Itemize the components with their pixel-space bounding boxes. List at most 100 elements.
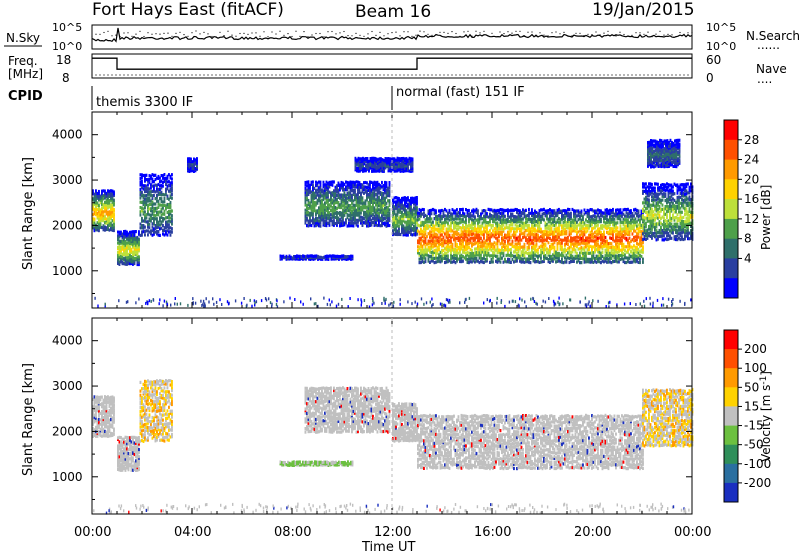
range-cell xyxy=(634,245,637,249)
range-cell xyxy=(347,257,349,261)
range-cell xyxy=(537,251,539,255)
nsearch-dot xyxy=(379,31,381,33)
range-cell xyxy=(92,221,94,225)
range-cell xyxy=(519,254,521,258)
range-cell xyxy=(534,220,536,224)
range-cell xyxy=(606,251,608,255)
range-cell xyxy=(499,251,502,255)
range-cell xyxy=(457,214,460,218)
range-cell xyxy=(609,229,611,233)
range-cell xyxy=(562,220,565,224)
range-cell xyxy=(574,220,577,225)
range-cell xyxy=(193,157,195,161)
range-cell xyxy=(442,244,445,248)
range-cell xyxy=(570,220,572,224)
range-cell xyxy=(442,253,445,257)
range-cell xyxy=(604,226,607,230)
range-cell xyxy=(399,216,402,220)
range-cell xyxy=(607,242,610,246)
range-cell xyxy=(129,262,131,266)
range-cell xyxy=(526,220,529,224)
range-cell xyxy=(408,169,411,173)
range-cell xyxy=(642,241,644,245)
range-cell xyxy=(547,220,550,224)
range-cell xyxy=(550,254,553,259)
range-cell xyxy=(133,239,136,243)
range-cell xyxy=(349,216,352,220)
range-cell xyxy=(304,203,307,207)
range-cell xyxy=(371,158,373,162)
nave-dot xyxy=(151,74,153,76)
range-cell xyxy=(363,210,365,214)
range-cell xyxy=(367,195,370,199)
range-cell xyxy=(281,254,283,259)
range-cell xyxy=(331,183,334,187)
range-cell xyxy=(634,229,637,233)
range-cell xyxy=(190,166,192,170)
range-cell xyxy=(363,201,365,205)
range-cell xyxy=(142,226,145,230)
range-cell xyxy=(319,204,322,208)
range-cell xyxy=(356,166,358,170)
range-cell xyxy=(603,260,605,264)
range-cell xyxy=(339,186,341,190)
range-cell xyxy=(510,223,512,227)
range-cell xyxy=(582,247,584,251)
range-cell xyxy=(441,217,443,221)
range-cell xyxy=(447,254,449,258)
range-cell xyxy=(336,188,338,192)
range-cell xyxy=(366,205,368,209)
range-cell xyxy=(439,211,442,215)
range-cell xyxy=(132,234,134,238)
range-cell xyxy=(462,242,464,246)
range-cell xyxy=(579,256,581,261)
range-cell xyxy=(619,227,622,231)
range-cell xyxy=(628,260,631,264)
range-cell xyxy=(426,215,428,219)
range-cell xyxy=(410,199,412,203)
range-cell xyxy=(433,212,436,216)
range-cell xyxy=(580,261,583,265)
range-cell xyxy=(474,233,476,237)
range-cell xyxy=(337,181,340,185)
range-cell xyxy=(315,221,317,225)
range-cell xyxy=(132,236,134,240)
range-cell xyxy=(585,218,587,222)
range-cell xyxy=(366,218,368,222)
range-cell xyxy=(429,239,431,243)
range-cell xyxy=(421,253,424,257)
range-cell xyxy=(424,250,427,254)
range-cell xyxy=(436,229,439,233)
range-cell xyxy=(576,239,578,243)
range-cell xyxy=(360,205,362,210)
range-cell xyxy=(591,229,593,233)
range-cell xyxy=(343,195,346,199)
range-cell xyxy=(384,196,386,200)
range-cell xyxy=(538,209,541,213)
range-cell xyxy=(370,180,373,184)
range-cell xyxy=(543,207,545,211)
range-cell xyxy=(582,257,584,261)
range-cell xyxy=(363,206,365,210)
range-cell xyxy=(583,223,586,227)
range-cell xyxy=(495,232,497,236)
range-cell xyxy=(471,244,473,248)
range-cell xyxy=(622,251,625,255)
range-cell xyxy=(598,247,601,251)
nsearch-dot xyxy=(639,32,641,34)
nave-dot xyxy=(571,74,573,76)
range-cell xyxy=(630,245,632,249)
range-cell xyxy=(148,196,151,200)
noise-traces xyxy=(91,27,693,43)
range-cell xyxy=(316,188,319,192)
nsearch-dot xyxy=(439,31,441,33)
range-cell xyxy=(435,232,437,237)
range-cell xyxy=(460,260,463,264)
range-cell xyxy=(592,214,595,218)
nave-dot xyxy=(499,74,501,76)
range-cell xyxy=(472,214,475,218)
range-cell xyxy=(532,256,535,260)
range-cell xyxy=(528,239,530,243)
range-cell xyxy=(342,214,344,218)
range-cell xyxy=(451,245,454,249)
